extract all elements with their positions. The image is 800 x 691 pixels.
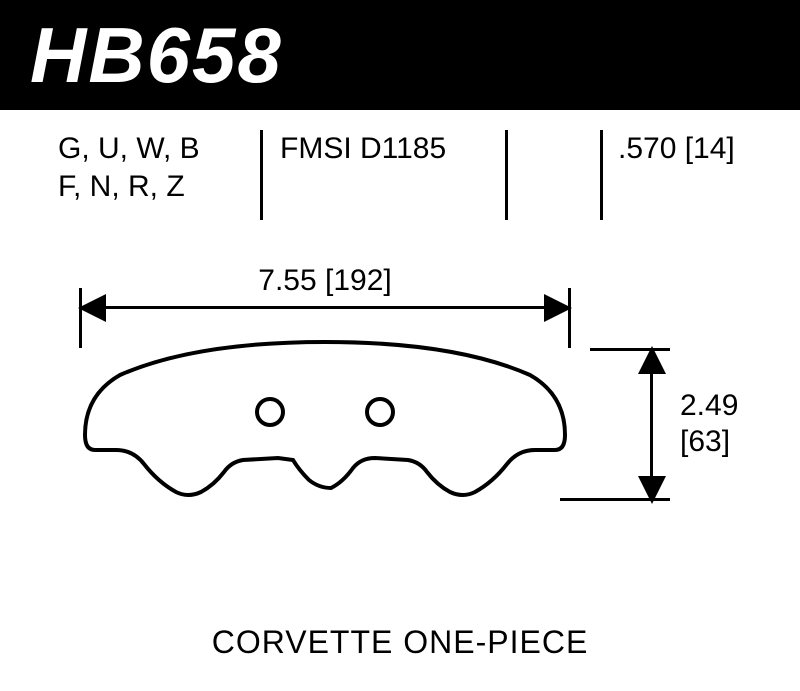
spec-compounds: G, U, W, B F, N, R, Z [58,130,200,205]
extension-line-left [79,288,82,348]
arrow-left-icon [78,294,106,322]
width-arrow-line [80,306,570,309]
spec-fmsi: FMSI D1185 [280,130,446,168]
diagram-area: 7.55 [192] 2.49 [63] [0,250,800,630]
height-mm: [63] [680,425,730,458]
spec-row: G, U, W, B F, N, R, Z FMSI D1185 .570 [1… [0,130,800,230]
compounds-line1: G, U, W, B [58,132,200,165]
compounds-line2: F, N, R, Z [58,170,185,203]
header-bar: HB658 [0,0,800,110]
extension-line-right [568,288,571,348]
part-number: HB658 [30,10,283,101]
width-dimension: 7.55 [192] [80,270,570,330]
spec-thickness: .570 [14] [618,130,735,168]
height-dimension: 2.49 [63] [590,340,770,510]
pad-path [85,342,565,495]
hole-1 [257,399,283,425]
height-label: 2.49 [63] [680,388,738,460]
brake-pad-outline [75,340,575,540]
divider-2 [505,130,508,220]
arrow-down-icon [638,476,666,504]
width-label: 7.55 [192] [80,264,570,298]
product-label: CORVETTE ONE-PIECE [0,624,800,661]
hole-2 [367,399,393,425]
arrow-up-icon [638,346,666,374]
divider-1 [260,130,263,220]
height-value: 2.49 [680,389,738,422]
divider-3 [600,130,603,220]
